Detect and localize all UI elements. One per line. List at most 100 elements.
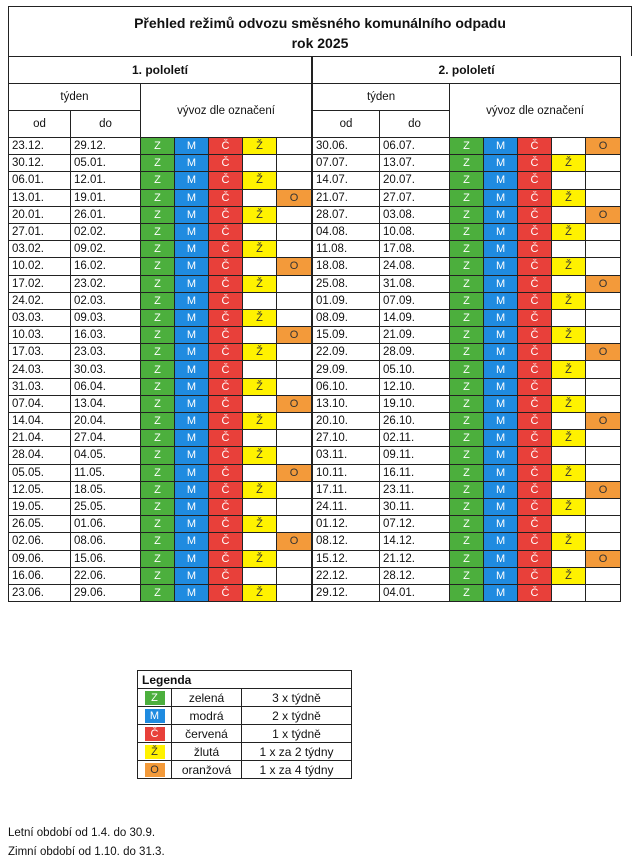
mark-red: Č bbox=[208, 188, 243, 207]
date-from: 08.12. bbox=[312, 532, 381, 551]
mark-blue: M bbox=[174, 446, 209, 465]
date-to: 23.03. bbox=[70, 343, 141, 362]
date-from: 12.05. bbox=[8, 480, 71, 499]
mark-empty bbox=[585, 429, 622, 448]
mark-green: Z bbox=[449, 429, 485, 448]
mark-green: Z bbox=[449, 515, 485, 534]
schedule-table-1: 1. pololetí týden vývoz dle označení od do 23… bbox=[7, 56, 313, 603]
legend-frequency: 1 x týdně bbox=[241, 724, 352, 743]
date-to: 21.12. bbox=[379, 549, 451, 568]
mark-red: Č bbox=[208, 171, 243, 190]
mark-green: Z bbox=[140, 154, 175, 173]
date-from: 23.06. bbox=[8, 583, 71, 603]
half-title: 1. pololetí bbox=[7, 56, 313, 84]
table-row: 05.05. 11.05. Z M Č O bbox=[8, 463, 313, 482]
mark-empty bbox=[585, 188, 622, 207]
mark-red: Č bbox=[517, 274, 553, 293]
mark-green: Z bbox=[449, 463, 485, 482]
mark-green: Z bbox=[140, 497, 175, 517]
mark-blue: M bbox=[483, 394, 519, 414]
table-row: 23.06. 29.06. Z M Č Ž bbox=[8, 583, 313, 603]
date-from: 20.10. bbox=[312, 411, 381, 431]
mark-red: Č bbox=[517, 480, 553, 499]
mark-empty bbox=[242, 326, 277, 345]
table-row: 06.10. 12.10. Z M Č bbox=[312, 377, 622, 396]
mark-red: Č bbox=[517, 532, 553, 551]
date-from: 10.11. bbox=[312, 463, 381, 482]
mark-red: Č bbox=[517, 497, 553, 517]
date-from: 09.06. bbox=[8, 549, 71, 568]
date-to: 26.10. bbox=[379, 411, 451, 431]
mark-green: Z bbox=[140, 188, 175, 207]
pickup-header: vývoz dle označení bbox=[139, 83, 313, 138]
date-to: 02.11. bbox=[379, 429, 451, 448]
mark-blue: M bbox=[483, 515, 519, 534]
mark-orange: O bbox=[585, 136, 622, 156]
date-to: 05.01. bbox=[70, 154, 141, 173]
date-to: 24.08. bbox=[379, 257, 451, 276]
table-row: 27.01. 02.02. Z M Č bbox=[8, 222, 313, 242]
mark-empty bbox=[585, 497, 622, 517]
mark-red: Č bbox=[208, 566, 243, 585]
mark-red: Č bbox=[208, 429, 243, 448]
mark-empty bbox=[585, 154, 622, 173]
mark-green: Z bbox=[449, 549, 485, 568]
mark-green: Z bbox=[449, 291, 485, 310]
table-row: 10.02. 16.02. Z M Č O bbox=[8, 257, 313, 276]
date-from: 07.04. bbox=[8, 394, 71, 414]
half-title: 2. pololetí bbox=[312, 56, 622, 84]
date-from: 15.09. bbox=[312, 326, 381, 345]
mark-empty bbox=[585, 532, 622, 551]
mark-green: Z bbox=[449, 497, 485, 517]
date-to: 15.06. bbox=[70, 549, 141, 568]
pickup-header: vývoz dle označení bbox=[449, 83, 622, 138]
mark-blue: M bbox=[174, 377, 209, 396]
mark-red: Č bbox=[517, 411, 553, 431]
mark-empty bbox=[551, 549, 587, 568]
legend-color-name: oranžová bbox=[171, 760, 242, 779]
title-line1: Přehled režimů odvozu směsného komunální… bbox=[134, 15, 506, 31]
mark-empty bbox=[275, 566, 313, 585]
date-to: 29.06. bbox=[70, 583, 141, 603]
title-box: Přehled režimů odvozu směsného komunální… bbox=[8, 6, 632, 56]
mark-empty bbox=[551, 343, 587, 362]
date-from: 01.09. bbox=[312, 291, 381, 310]
table-row: 20.10. 26.10. Z M Č O bbox=[312, 411, 622, 431]
mark-red: Č bbox=[517, 463, 553, 482]
mark-yellow: Ž bbox=[242, 515, 277, 534]
mark-green: Z bbox=[449, 446, 485, 465]
week-header: týden bbox=[312, 83, 451, 111]
date-from: 24.11. bbox=[312, 497, 381, 517]
mark-empty bbox=[551, 308, 587, 328]
mark-red: Č bbox=[517, 222, 553, 242]
mark-green: Z bbox=[140, 515, 175, 534]
legend-swatch: Z bbox=[137, 688, 172, 707]
mark-green: Z bbox=[449, 136, 485, 156]
mark-blue: M bbox=[174, 343, 209, 362]
mark-blue: M bbox=[483, 154, 519, 173]
table-row: 25.08. 31.08. Z M Č O bbox=[312, 274, 622, 293]
date-from: 13.01. bbox=[8, 188, 71, 207]
table-row: 30.12. 05.01. Z M Č bbox=[8, 154, 313, 173]
mark-blue: M bbox=[174, 205, 209, 224]
date-to: 26.01. bbox=[70, 205, 141, 224]
date-to: 08.06. bbox=[70, 532, 141, 551]
table-row: 06.01. 12.01. Z M Č Ž bbox=[8, 171, 313, 190]
mark-empty bbox=[275, 274, 313, 293]
date-from: 03.03. bbox=[8, 308, 71, 328]
date-to: 16.02. bbox=[70, 257, 141, 276]
mark-blue: M bbox=[174, 532, 209, 551]
mark-yellow: Ž bbox=[551, 497, 587, 517]
mark-blue: M bbox=[174, 171, 209, 190]
mark-red: Č bbox=[208, 446, 243, 465]
note-summer: Letní období od 1.4. do 30.9. bbox=[8, 827, 156, 839]
table-row: 11.08. 17.08. Z M Č bbox=[312, 240, 622, 259]
date-from: 24.02. bbox=[8, 291, 71, 310]
mark-empty bbox=[551, 240, 587, 259]
date-from: 26.05. bbox=[8, 515, 71, 534]
mark-empty bbox=[551, 205, 587, 224]
mark-green: Z bbox=[140, 463, 175, 482]
mark-empty bbox=[275, 549, 313, 568]
